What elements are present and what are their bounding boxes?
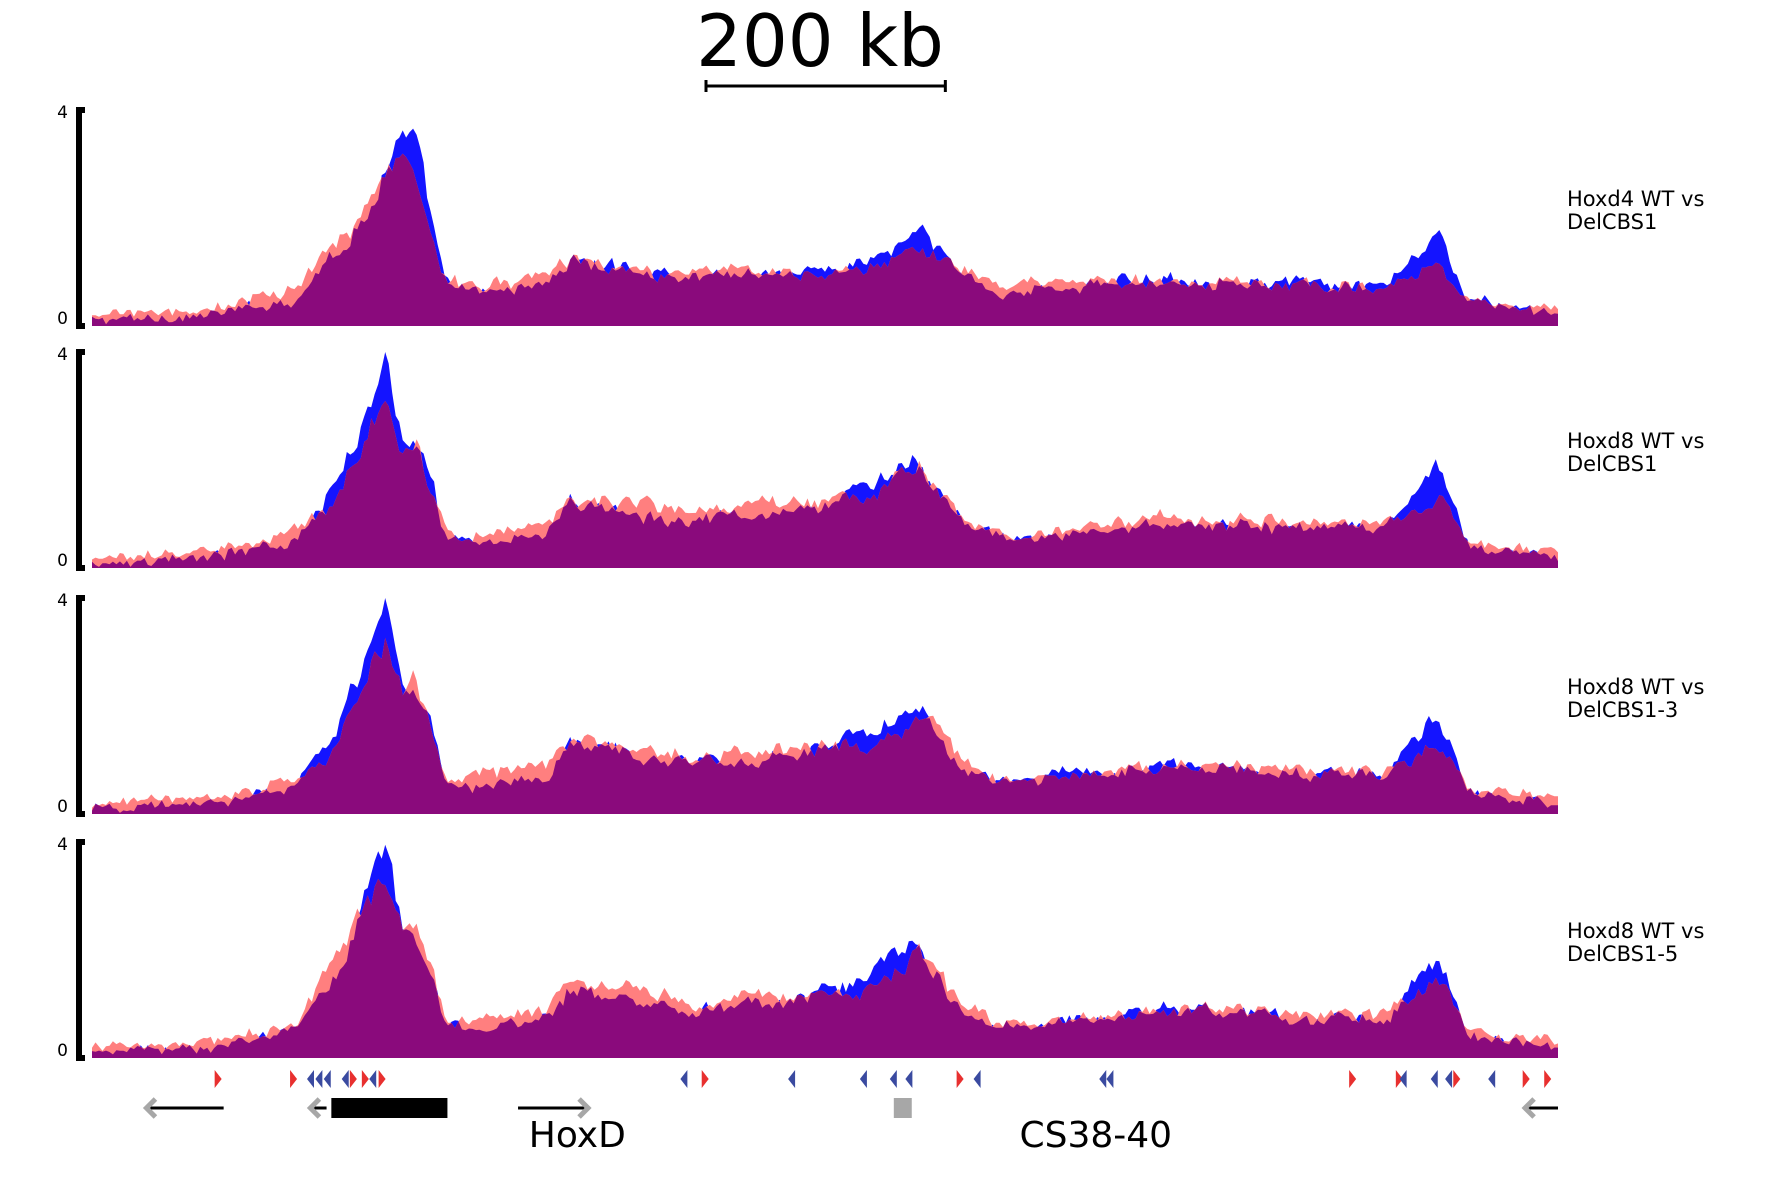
ctcf-site-reverse bbox=[859, 1070, 867, 1088]
ctcf-site-forward bbox=[701, 1070, 709, 1088]
region-label: HoxD bbox=[529, 1115, 626, 1156]
ctcf-site-reverse bbox=[1445, 1070, 1453, 1088]
y-tick-min: 0 bbox=[57, 551, 68, 571]
track-3: 4 0 Hoxd8 WT vs DelCBS1-3 bbox=[57, 591, 1704, 817]
track-label: Hoxd8 WT vs DelCBS1 bbox=[1567, 429, 1704, 476]
ctcf-site-reverse bbox=[1488, 1070, 1496, 1088]
ctcf-site-reverse bbox=[315, 1070, 323, 1088]
ctcf-site-reverse bbox=[680, 1070, 688, 1088]
ctcf-site-forward bbox=[361, 1070, 369, 1088]
y-tick-max: 4 bbox=[57, 345, 68, 365]
gene-strand-arrow-icon bbox=[1521, 1097, 1536, 1119]
track-4: 4 0 Hoxd8 WT vs DelCBS1-5 bbox=[57, 835, 1704, 1061]
scale-bar-label: 200 kb bbox=[696, 0, 944, 83]
ctcf-site-reverse bbox=[1399, 1070, 1407, 1088]
ctcf-site-forward bbox=[1349, 1070, 1357, 1088]
ctcf-site-reverse bbox=[307, 1070, 315, 1088]
y-axis bbox=[76, 595, 85, 817]
gene bbox=[1521, 1097, 1558, 1119]
y-axis bbox=[76, 839, 85, 1061]
series-overlap-area bbox=[92, 637, 1558, 814]
track-2: 4 0 Hoxd8 WT vs DelCBS1 bbox=[57, 345, 1704, 571]
track-label: Hoxd8 WT vs DelCBS1-3 bbox=[1567, 675, 1704, 722]
ctcf-site-forward bbox=[290, 1070, 298, 1088]
gene bbox=[518, 1097, 592, 1119]
gene bbox=[142, 1097, 224, 1119]
y-tick-min: 0 bbox=[57, 797, 68, 817]
ctcf-site-reverse bbox=[341, 1070, 349, 1088]
series-overlap-area bbox=[92, 878, 1558, 1058]
hoxd-cluster-block bbox=[331, 1098, 448, 1118]
ctcf-site-forward bbox=[378, 1070, 386, 1088]
ctcf-site-forward bbox=[1453, 1070, 1461, 1088]
ctcf-site-reverse bbox=[1106, 1070, 1114, 1088]
track-1: 4 0 Hoxd4 WT vs DelCBS1 bbox=[57, 103, 1704, 329]
ctcf-site-reverse bbox=[889, 1070, 897, 1088]
series-mutant-area bbox=[92, 153, 1558, 326]
ctcf-site-reverse bbox=[788, 1070, 796, 1088]
y-tick-max: 4 bbox=[57, 103, 68, 123]
y-tick-max: 4 bbox=[57, 591, 68, 611]
region-label: CS38-40 bbox=[1019, 1115, 1172, 1156]
ctcf-site-reverse bbox=[905, 1070, 913, 1088]
ctcf-site-reverse bbox=[323, 1070, 331, 1088]
ctcf-site-reverse bbox=[369, 1070, 377, 1088]
gene-strand-arrow-icon bbox=[306, 1097, 322, 1119]
tracks: 4 0 Hoxd4 WT vs DelCBS1 4 0 Hoxd8 WT vs DelCBS1… bbox=[57, 103, 1704, 1061]
gene bbox=[306, 1097, 327, 1119]
ctcf-site-reverse bbox=[973, 1070, 981, 1088]
ctcf-site-forward bbox=[1544, 1070, 1552, 1088]
series-overlap-area bbox=[92, 153, 1558, 326]
ctcf-site-forward bbox=[214, 1070, 222, 1088]
ctcf-site-reverse bbox=[1099, 1070, 1107, 1088]
y-axis bbox=[76, 107, 85, 329]
ctcf-site-forward bbox=[349, 1070, 357, 1088]
ctcf-site-forward bbox=[1395, 1070, 1403, 1088]
track-label: Hoxd8 WT vs DelCBS1-5 bbox=[1567, 919, 1704, 966]
ctcf-site-forward bbox=[1522, 1070, 1530, 1088]
y-axis bbox=[76, 349, 85, 571]
y-tick-min: 0 bbox=[57, 1041, 68, 1061]
ctcf-site-forward bbox=[956, 1070, 964, 1088]
gene-strand-arrow-icon bbox=[577, 1097, 592, 1119]
series-overlap-area bbox=[92, 401, 1558, 568]
y-tick-min: 0 bbox=[57, 309, 68, 329]
scale-bar-line bbox=[704, 80, 947, 92]
gene-strand-arrow-icon bbox=[142, 1097, 158, 1119]
track-label: Hoxd4 WT vs DelCBS1 bbox=[1567, 187, 1704, 234]
scale-bar: 200 kb bbox=[696, 0, 947, 92]
y-tick-max: 4 bbox=[57, 835, 68, 855]
annotation-track: HoxD CS38-40 bbox=[142, 1070, 1558, 1156]
ctcf-site-reverse bbox=[1430, 1070, 1438, 1088]
enhancer-region-block bbox=[893, 1098, 912, 1118]
